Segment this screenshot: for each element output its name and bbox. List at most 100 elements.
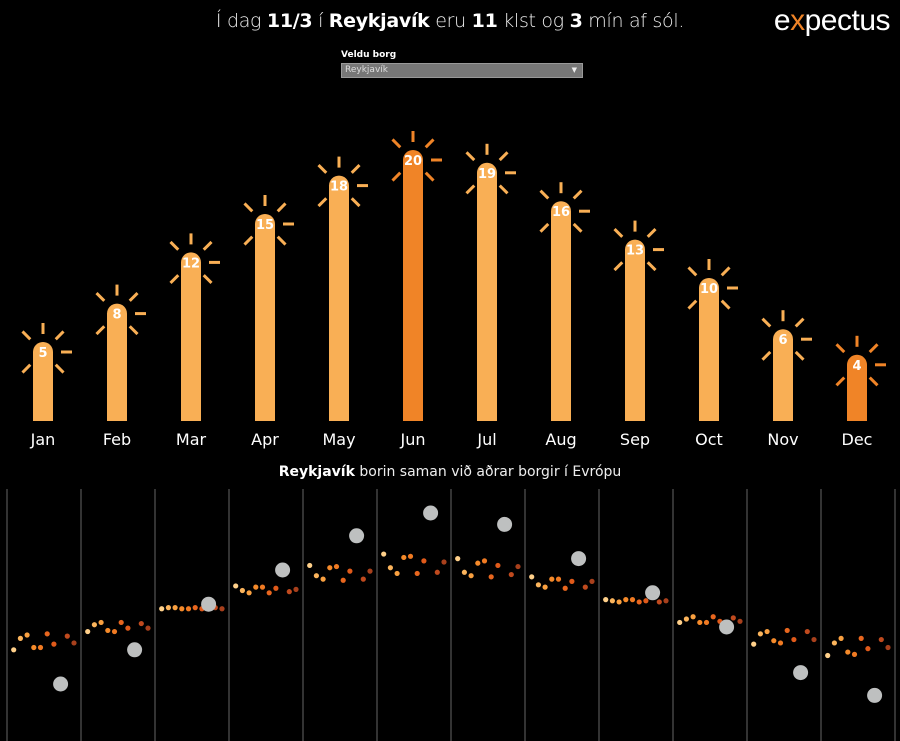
city-dot[interactable]	[549, 576, 555, 582]
city-dot[interactable]	[757, 631, 764, 637]
city-dot[interactable]	[865, 646, 871, 652]
reykjavik-dot[interactable]	[645, 585, 661, 601]
city-dot[interactable]	[771, 638, 777, 644]
city-dot[interactable]	[111, 628, 118, 635]
city-dot[interactable]	[320, 576, 326, 582]
city-dot[interactable]	[764, 628, 770, 635]
city-dot[interactable]	[394, 570, 400, 577]
reykjavik-dot[interactable]	[571, 551, 587, 567]
city-dot[interactable]	[327, 565, 333, 571]
city-dot[interactable]	[845, 649, 851, 655]
bar-apr[interactable]: 15 Apr	[243, 195, 294, 449]
bar-aug[interactable]: 16 Aug	[539, 182, 590, 449]
city-dot[interactable]	[508, 571, 514, 578]
city-dot[interactable]	[603, 597, 609, 603]
bar[interactable]	[107, 303, 127, 421]
city-dot[interactable]	[683, 616, 690, 622]
city-dot[interactable]	[125, 625, 131, 631]
city-dot[interactable]	[192, 605, 198, 611]
bar[interactable]	[625, 239, 645, 421]
city-dot[interactable]	[838, 635, 844, 642]
city-dot[interactable]	[313, 573, 319, 579]
reykjavik-dot[interactable]	[867, 687, 883, 703]
city-dot[interactable]	[858, 635, 864, 642]
reykjavik-dot[interactable]	[53, 676, 69, 692]
city-dot[interactable]	[51, 641, 57, 647]
city-dot[interactable]	[461, 569, 467, 575]
bar[interactable]	[329, 175, 349, 421]
city-dot[interactable]	[878, 636, 884, 643]
city-dot[interactable]	[569, 578, 575, 585]
city-dot[interactable]	[515, 563, 521, 570]
city-dot[interactable]	[475, 560, 481, 566]
city-dot[interactable]	[138, 620, 144, 627]
city-dot[interactable]	[387, 565, 393, 571]
bar-dec[interactable]: 4 Dec	[835, 335, 886, 449]
city-dot[interactable]	[616, 599, 622, 605]
city-dot[interactable]	[495, 562, 501, 569]
city-dot[interactable]	[407, 553, 414, 559]
city-dot[interactable]	[253, 584, 259, 590]
city-dot[interactable]	[791, 636, 797, 643]
city-dot[interactable]	[307, 562, 313, 569]
city-dot[interactable]	[118, 619, 124, 626]
bar[interactable]	[551, 201, 571, 421]
reykjavik-dot[interactable]	[719, 619, 735, 635]
city-dot[interactable]	[165, 605, 171, 611]
city-dot[interactable]	[656, 599, 662, 605]
city-dot[interactable]	[455, 556, 461, 562]
city-dot[interactable]	[825, 652, 831, 659]
city-dot[interactable]	[17, 635, 23, 642]
city-dot[interactable]	[811, 636, 817, 643]
city-select[interactable]: Reykjavík ▼	[341, 63, 583, 78]
city-dot[interactable]	[777, 640, 784, 646]
city-dot[interactable]	[710, 614, 716, 620]
city-dot[interactable]	[468, 573, 474, 579]
city-dot[interactable]	[37, 644, 44, 651]
city-dot[interactable]	[381, 551, 387, 557]
city-dot[interactable]	[145, 625, 151, 631]
city-dot[interactable]	[273, 585, 279, 591]
city-dot[interactable]	[246, 590, 252, 596]
city-dot[interactable]	[851, 651, 858, 657]
city-dot[interactable]	[623, 597, 629, 603]
city-dot[interactable]	[542, 584, 548, 590]
city-dot[interactable]	[333, 563, 340, 570]
city-dot[interactable]	[360, 576, 366, 582]
bar[interactable]	[181, 252, 201, 421]
city-dot[interactable]	[804, 628, 810, 635]
city-dot[interactable]	[11, 647, 17, 653]
city-dot[interactable]	[266, 590, 272, 596]
reykjavik-dot[interactable]	[349, 528, 365, 544]
city-dot[interactable]	[582, 584, 588, 590]
city-dot[interactable]	[751, 641, 757, 647]
city-dot[interactable]	[636, 599, 642, 605]
city-dot[interactable]	[91, 622, 97, 628]
city-dot[interactable]	[434, 569, 440, 575]
bar-nov[interactable]: 6 Nov	[761, 310, 812, 449]
bar[interactable]	[773, 329, 793, 421]
city-dot[interactable]	[185, 606, 192, 612]
city-dot[interactable]	[730, 615, 736, 621]
city-dot[interactable]	[562, 585, 568, 591]
city-dot[interactable]	[219, 606, 225, 612]
city-dot[interactable]	[481, 558, 488, 564]
city-dot[interactable]	[643, 598, 649, 604]
city-dot[interactable]	[98, 619, 104, 626]
bar-sep[interactable]: 13 Sep	[613, 220, 664, 449]
reykjavik-dot[interactable]	[793, 665, 809, 681]
bar-jul[interactable]: 19 Jul	[465, 143, 516, 449]
city-dot[interactable]	[340, 577, 346, 583]
city-dot[interactable]	[589, 578, 595, 585]
city-dot[interactable]	[414, 570, 420, 577]
bar-may[interactable]: 18 May	[317, 156, 368, 449]
city-dot[interactable]	[24, 632, 30, 638]
city-dot[interactable]	[737, 618, 743, 624]
bar-oct[interactable]: 10 Oct	[687, 259, 738, 449]
city-dot[interactable]	[677, 619, 683, 626]
city-dot[interactable]	[629, 597, 636, 603]
reykjavik-dot[interactable]	[275, 562, 291, 578]
city-dot[interactable]	[233, 583, 239, 589]
city-dot[interactable]	[347, 568, 353, 574]
bar[interactable]	[699, 278, 719, 421]
